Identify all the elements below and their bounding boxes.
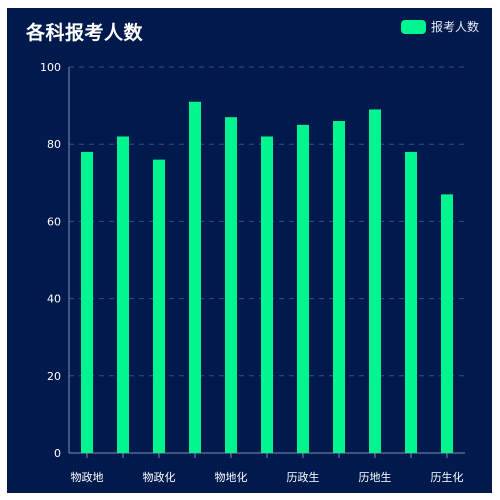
- x-tick-label: 物政化: [143, 470, 176, 484]
- x-tick-label: 历政生: [287, 470, 320, 484]
- y-tick-label: 80: [47, 138, 61, 151]
- x-tick-label: 历生化: [431, 470, 464, 484]
- bar: [117, 136, 129, 454]
- bar: [261, 136, 273, 454]
- legend-label: 报考人数: [430, 20, 479, 34]
- bar: [189, 101, 201, 454]
- bar: [405, 151, 417, 454]
- legend[interactable]: 报考人数: [400, 18, 479, 35]
- y-tick-label: 20: [47, 370, 61, 383]
- bar: [297, 124, 309, 454]
- bar: [153, 159, 165, 453]
- bar: [81, 151, 93, 454]
- y-tick-label: 0: [54, 447, 61, 460]
- y-tick-label: 100: [40, 61, 61, 74]
- bar: [441, 194, 453, 453]
- x-tick-label: 物地化: [215, 470, 248, 484]
- bar: [369, 109, 381, 454]
- bar: [333, 121, 345, 453]
- legend-swatch: [400, 19, 426, 34]
- chart-title: 各科报考人数: [26, 22, 144, 44]
- y-tick-label: 40: [47, 293, 61, 306]
- bar: [225, 117, 237, 454]
- x-tick-label: 历地生: [359, 470, 392, 484]
- y-tick-label: 60: [47, 215, 61, 228]
- x-tick-label: 物政地: [71, 470, 104, 484]
